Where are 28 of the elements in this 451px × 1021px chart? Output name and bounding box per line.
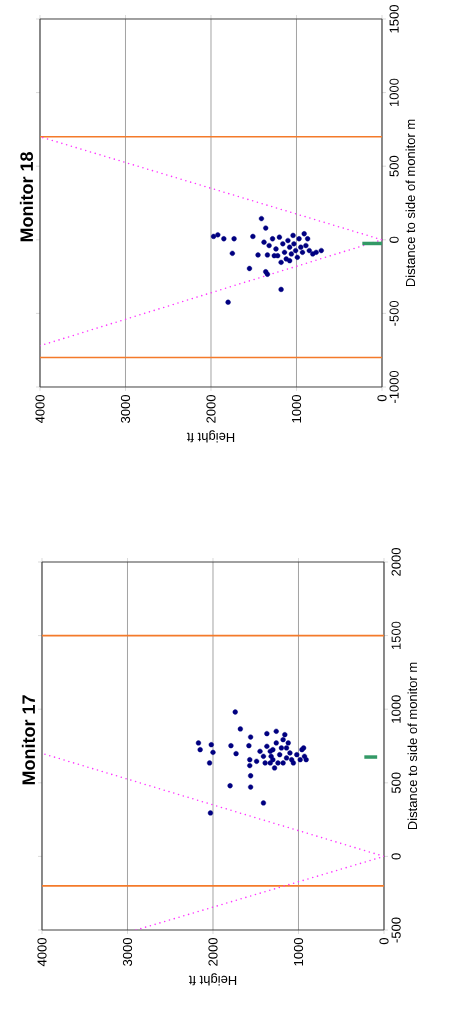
x-tick-label: 2000 [208,938,218,966]
y-tick-label: 500 [391,772,401,794]
y-tick-label: 1500 [391,621,401,650]
text: Monitor 18 [19,152,34,242]
y-tick-label: -500 [391,917,401,943]
x-tick-label: 4000 [37,938,47,967]
y-axis-title: Distance to side of monitor m [405,119,416,287]
x-tick-label: 0 [379,938,389,945]
x-tick-label: 3000 [122,938,133,966]
x-tick-label: 1000 [291,395,302,423]
x-axis-title: Height ft [188,973,237,986]
y-axis-title: Distance to side of monitor m [407,662,418,830]
y-tick-label: 0 [391,853,401,860]
x-tick-label: 4000 [35,395,45,424]
y-tick-label: 2000 [391,548,401,576]
y-tick-label: -1000 [389,370,399,404]
x-tick-label: 1000 [293,938,304,966]
x-axis-title: Height ft [186,430,235,443]
y-tick-label: 1000 [391,695,401,723]
y-tick-label: -500 [389,300,399,326]
x-tick-label: 2000 [206,395,216,423]
x-tick-label: 0 [377,395,387,402]
text: Monitor 17 [21,695,36,785]
x-tick-label: 3000 [120,395,131,423]
y-tick-label: 1000 [389,78,399,107]
y-tick-label: 1500 [389,5,399,33]
y-tick-label: 500 [389,155,399,177]
y-tick-label: 0 [389,236,399,243]
